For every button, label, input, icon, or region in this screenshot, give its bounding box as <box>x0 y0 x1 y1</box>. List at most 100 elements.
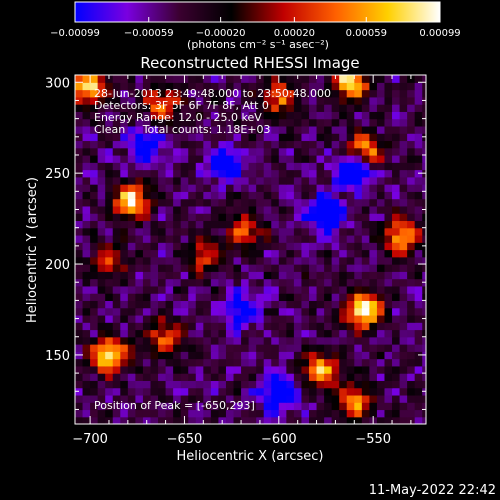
heatmap-cell <box>112 416 121 424</box>
heatmap-cell <box>346 351 355 360</box>
heatmap-cell <box>97 314 106 323</box>
heatmap-cell <box>241 264 250 272</box>
heatmap-cell <box>271 380 280 389</box>
heatmap-cell <box>225 373 235 381</box>
heatmap-cell <box>407 271 416 280</box>
heatmap-cell <box>309 213 318 222</box>
heatmap-cell <box>316 227 325 236</box>
heatmap-cell <box>142 133 152 142</box>
heatmap-cell <box>225 256 235 265</box>
heatmap-cell <box>97 169 106 178</box>
heatmap-cell <box>188 191 197 200</box>
heatmap-cell <box>384 104 393 112</box>
heatmap-cell <box>399 402 408 411</box>
heatmap-cell <box>210 140 220 149</box>
heatmap-cell <box>90 96 99 105</box>
heatmap-cell <box>203 118 212 127</box>
heatmap-cell <box>173 394 182 403</box>
annotation-detectors: Detectors: 3F 5F 6F 7F 8F, Att 0 <box>94 99 269 112</box>
heatmap-cell <box>369 125 378 134</box>
heatmap-cell <box>135 344 144 352</box>
heatmap-cell <box>278 416 287 424</box>
heatmap-cell <box>75 198 84 207</box>
heatmap-cell <box>293 293 303 301</box>
heatmap-cell <box>97 154 106 163</box>
heatmap-cell <box>142 191 152 200</box>
heatmap-cell <box>354 198 363 207</box>
heatmap-cell <box>127 205 136 214</box>
heatmap-cell <box>142 409 152 418</box>
heatmap-cell <box>142 307 152 316</box>
heatmap-cell <box>331 111 340 120</box>
heatmap-cell <box>384 285 393 294</box>
heatmap-cell <box>407 293 416 301</box>
heatmap-cell <box>248 140 257 149</box>
heatmap-cell <box>361 365 370 374</box>
heatmap-cell <box>414 82 423 91</box>
heatmap-cell <box>195 213 204 222</box>
heatmap-cell <box>127 314 136 323</box>
heatmap-cell <box>241 111 250 120</box>
heatmap-cell <box>97 256 106 265</box>
heatmap-cell <box>188 293 197 301</box>
heatmap-cell <box>142 89 152 98</box>
heatmap-cell <box>331 89 340 98</box>
heatmap-cell <box>422 300 426 309</box>
heatmap-cell <box>256 147 265 156</box>
heatmap-cell <box>75 82 84 91</box>
heatmap-cell <box>142 344 152 352</box>
heatmap-cell <box>309 205 318 214</box>
heatmap-cell <box>135 234 144 243</box>
heatmap-cell <box>127 344 136 352</box>
heatmap-cell <box>180 358 189 367</box>
heatmap-cell <box>225 140 235 149</box>
heatmap-cell <box>361 278 370 287</box>
heatmap-cell <box>165 75 174 83</box>
heatmap-cell <box>112 336 121 345</box>
heatmap-cell <box>384 133 393 142</box>
heatmap-cell <box>376 169 386 178</box>
heatmap-cell <box>271 154 280 163</box>
heatmap-cell <box>414 198 423 207</box>
heatmap-cell <box>354 264 363 272</box>
heatmap-cell <box>180 351 189 360</box>
heatmap-cell <box>369 285 378 294</box>
heatmap-cell <box>361 234 370 243</box>
heatmap-cell <box>256 256 265 265</box>
heatmap-cell <box>361 162 370 171</box>
heatmap-cell <box>316 278 325 287</box>
heatmap-cell <box>241 351 250 360</box>
heatmap-cell <box>354 314 363 323</box>
heatmap-cell <box>188 154 197 163</box>
heatmap-cell <box>90 380 99 389</box>
heatmap-cell <box>165 104 174 112</box>
heatmap-cell <box>286 89 295 98</box>
heatmap-cell <box>324 344 333 352</box>
heatmap-cell <box>188 147 197 156</box>
heatmap-cell <box>135 402 144 411</box>
heatmap-cell <box>225 104 235 112</box>
heatmap-cell <box>195 293 204 301</box>
heatmap-cell <box>346 329 355 338</box>
heatmap-cell <box>248 344 257 352</box>
heatmap-cell <box>414 387 423 396</box>
heatmap-cell <box>165 387 174 396</box>
heatmap-cell <box>376 300 386 309</box>
heatmap-cell <box>127 264 136 272</box>
heatmap-cell <box>309 278 318 287</box>
heatmap-cell <box>414 162 423 171</box>
heatmap-cell <box>135 307 144 316</box>
heatmap-cell <box>286 322 295 331</box>
heatmap-cell <box>233 198 242 207</box>
heatmap-cell <box>135 271 144 280</box>
heatmap-cell <box>324 89 333 98</box>
heatmap-cell <box>324 133 333 142</box>
heatmap-cell <box>339 169 348 178</box>
heatmap-cell <box>112 394 121 403</box>
heatmap-cell <box>399 234 408 243</box>
heatmap-cell <box>301 162 310 171</box>
heatmap-cell <box>301 154 310 163</box>
heatmap-cell <box>263 154 272 163</box>
heatmap-cell <box>407 184 416 192</box>
heatmap-cell <box>105 314 114 323</box>
